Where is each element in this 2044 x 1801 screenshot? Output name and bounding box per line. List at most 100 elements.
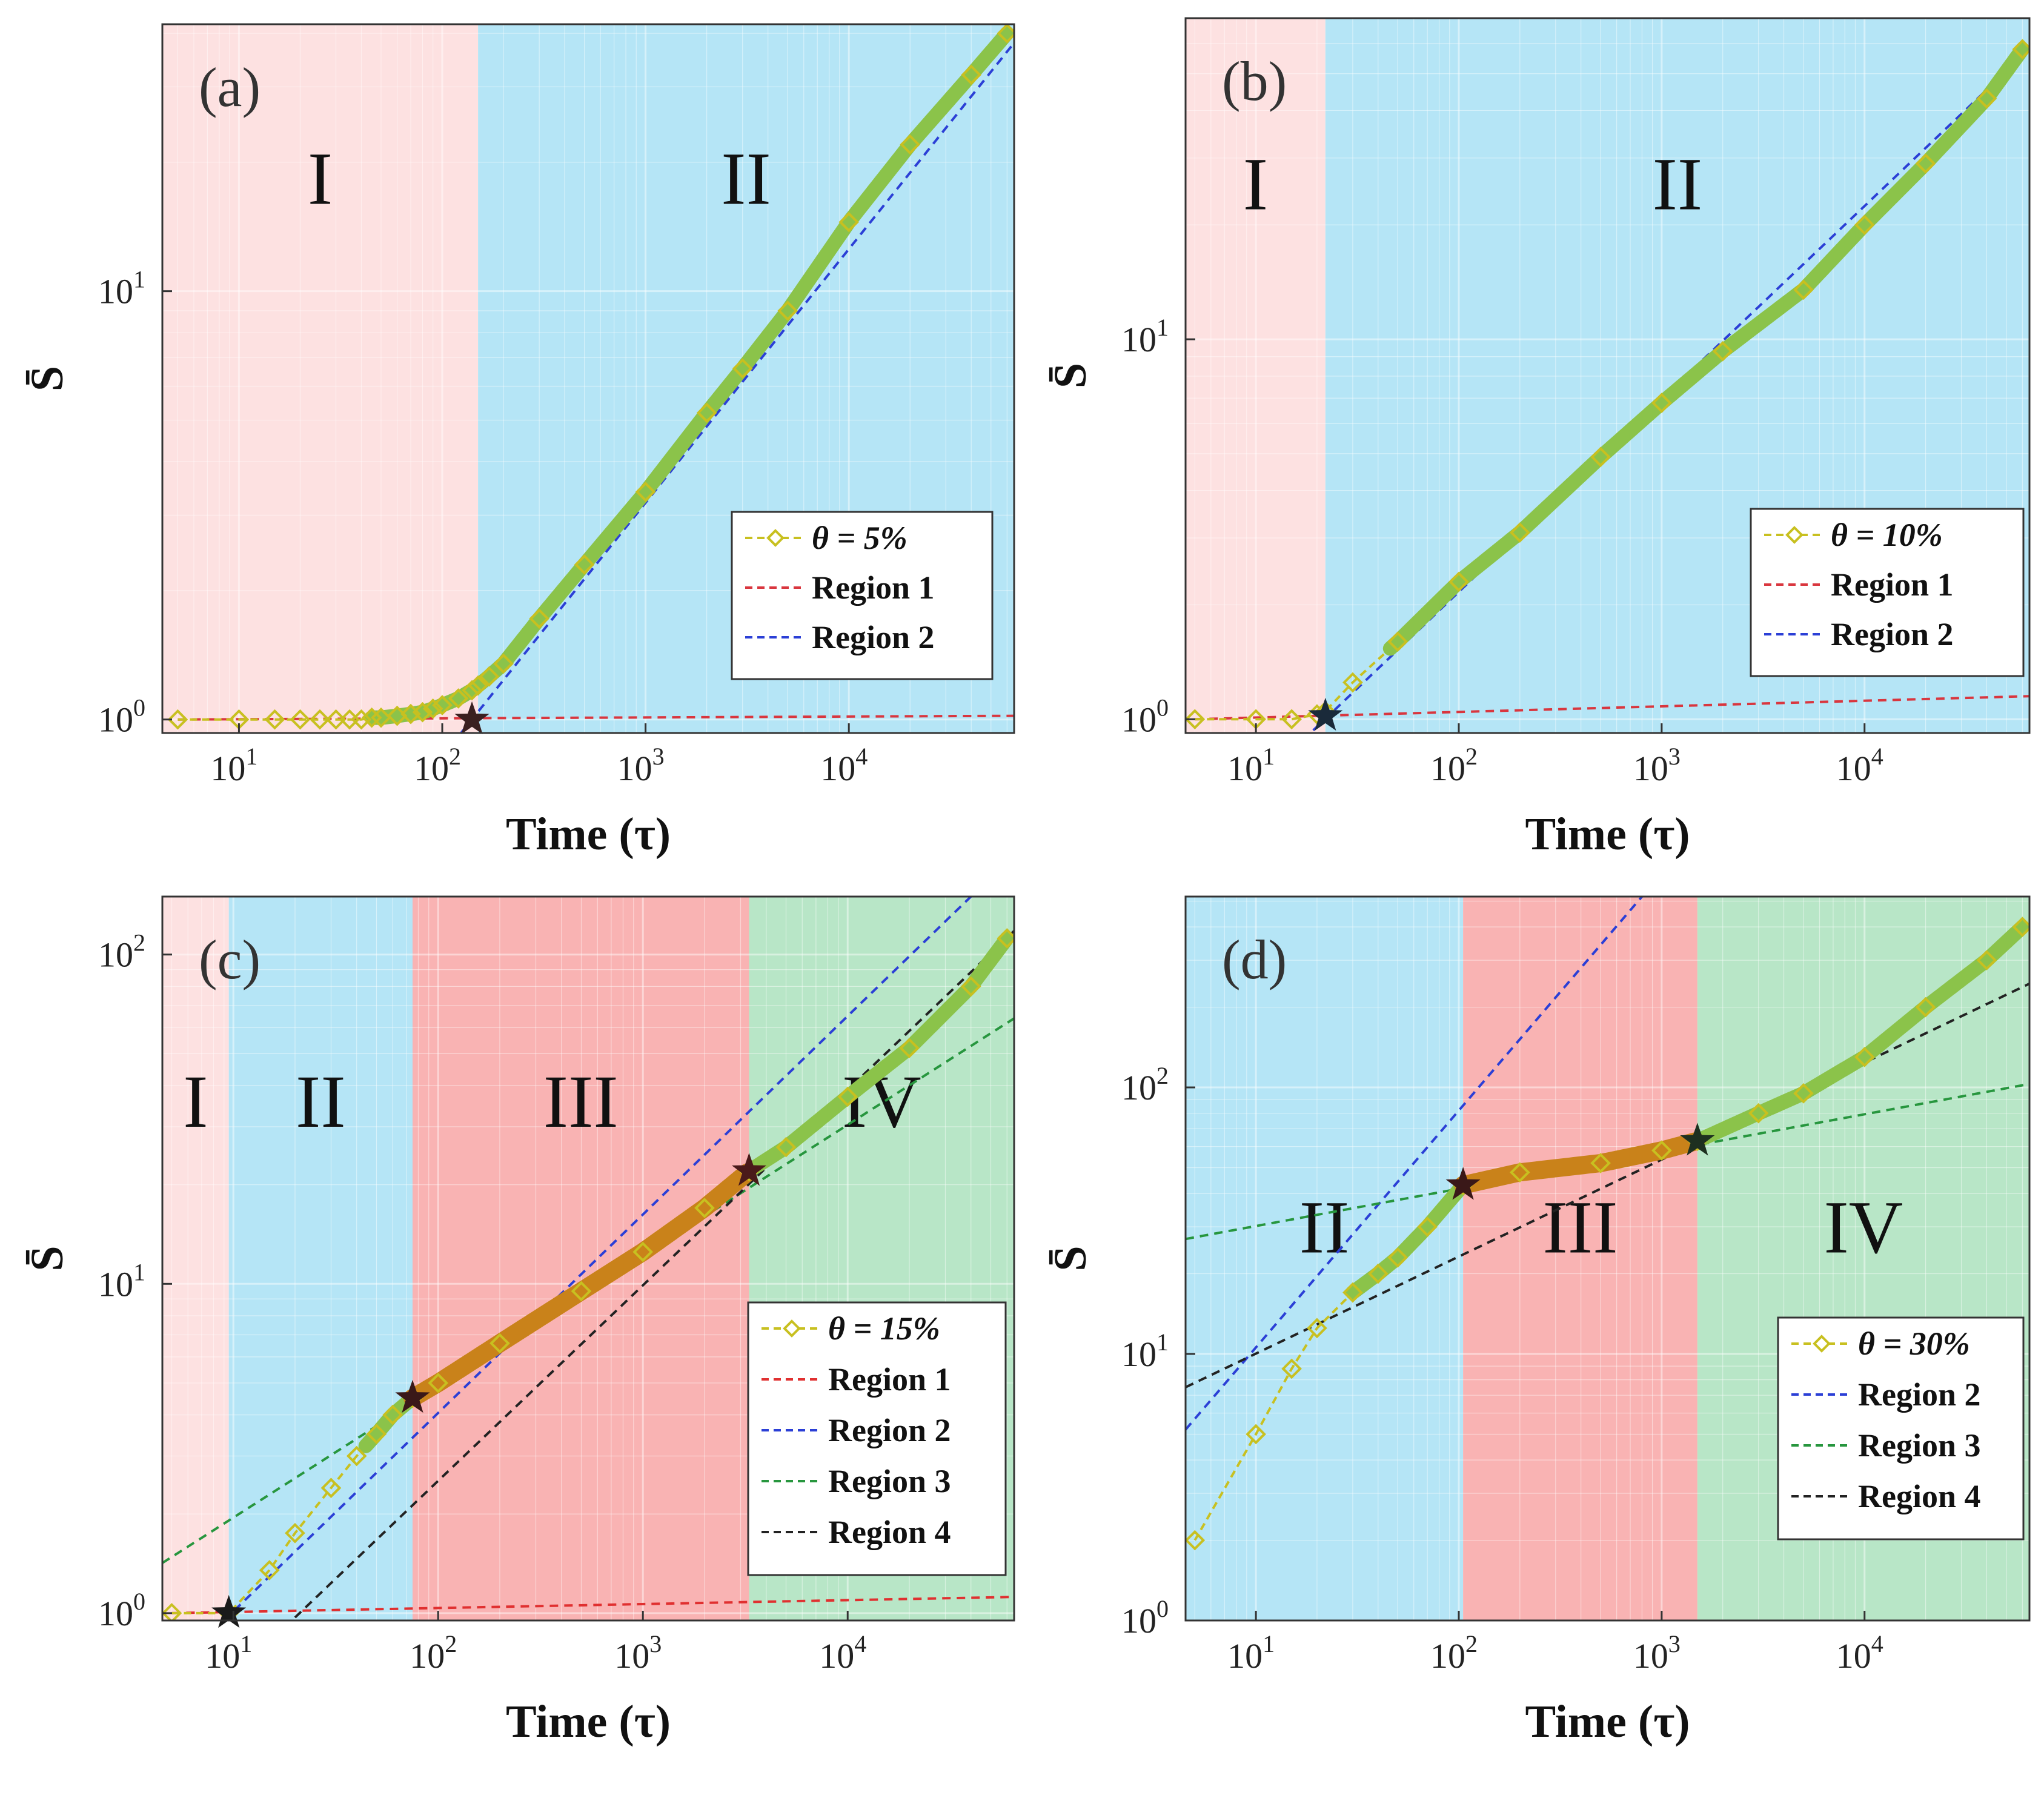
data-point-a	[290, 709, 311, 730]
region-c-ii-bg	[228, 897, 413, 1620]
data-point-c	[285, 1522, 305, 1544]
legend-marker-b	[1785, 526, 1803, 544]
data-point-d	[1387, 1247, 1409, 1268]
transition-star-c-2	[731, 1153, 767, 1186]
region-label-c-iii: III	[543, 1060, 619, 1143]
data-point-a	[493, 653, 514, 674]
data-point-d	[1509, 1162, 1530, 1183]
data-point-a	[462, 680, 482, 701]
data-point-c	[382, 1404, 403, 1425]
x-tick-label: 101	[1227, 743, 1275, 788]
x-axis-label-a: Time (τ)	[506, 809, 671, 860]
data-point-b	[1854, 214, 1875, 236]
axes-box-c	[161, 895, 1015, 1622]
data-point-d	[1590, 1153, 1611, 1173]
y-tick-label: 101	[98, 1258, 145, 1304]
data-point-b	[1793, 279, 1814, 300]
region-c-iii-bg	[412, 897, 749, 1620]
region-b-i-bg	[1186, 18, 1326, 733]
legend-label-c-3: Region 3	[828, 1463, 951, 1499]
region-d-iii-bg	[1463, 897, 1697, 1620]
data-point-a	[412, 701, 433, 723]
x-tick-label: 101	[210, 743, 257, 788]
plot-area-a	[167, 24, 1014, 733]
grid-c	[162, 897, 1014, 1620]
transition-star-a-0	[454, 701, 489, 734]
legend-a: θ = 5% Region 1 Region 2	[731, 511, 994, 680]
grid-d	[1186, 897, 2029, 1620]
legend-marker-d	[1813, 1335, 1831, 1353]
data-point-c	[775, 1136, 797, 1158]
data-point-a	[264, 709, 285, 730]
data-point-b	[2012, 39, 2029, 60]
legend-marker-c	[783, 1319, 801, 1338]
y-tick-label: 100	[98, 694, 145, 740]
transition-star-d-0	[1445, 1167, 1481, 1200]
data-point-d	[1246, 1424, 1266, 1445]
y-axis-label-d: S̄	[1045, 1245, 1096, 1271]
data-point-d	[1307, 1318, 1327, 1339]
data-point-c	[346, 1445, 367, 1467]
data-point-d	[1367, 1263, 1389, 1284]
data-point-a	[432, 695, 453, 715]
data-point-a	[371, 707, 391, 728]
data-point-c	[366, 1424, 387, 1444]
data-point-c	[320, 1478, 342, 1499]
data-point-c	[837, 1086, 858, 1107]
data-point-a	[422, 698, 443, 719]
x-tick-label: 103	[614, 1630, 662, 1676]
data-point-c	[960, 976, 981, 997]
data-point-a	[468, 675, 488, 696]
highlight-band-d-0	[1454, 1132, 1705, 1195]
panel-label-b: (b)	[1222, 50, 1287, 112]
x-tick-label: 101	[205, 1630, 252, 1676]
legend-label-c-2: Region 2	[828, 1412, 951, 1448]
x-tick-label: 104	[820, 743, 868, 788]
legend-label-d-0: θ = 30%	[1858, 1325, 1970, 1362]
data-point-d	[1417, 1216, 1438, 1237]
data-point-d	[1976, 950, 1997, 970]
data-point-b	[1915, 153, 1936, 174]
transition-star-c-1	[395, 1379, 430, 1413]
region-label-c-ii: II	[296, 1060, 346, 1143]
y-tick-label: 102	[98, 929, 145, 975]
y-tick-label: 101	[1121, 314, 1169, 359]
legend-marker-a	[766, 529, 785, 547]
panel-label-c: (c)	[199, 929, 260, 990]
legend-box-d	[1777, 1316, 2025, 1541]
data-point-d	[1793, 1083, 1814, 1104]
data-point-a	[479, 666, 500, 687]
x-tick-label: 103	[1633, 1630, 1681, 1676]
x-tick-label: 101	[1227, 1630, 1275, 1676]
data-point-a	[696, 402, 717, 423]
data-point-a	[997, 24, 1014, 44]
panel-label-a: (a)	[199, 56, 260, 118]
axes-box-a	[161, 23, 1015, 734]
data-point-c	[259, 1560, 280, 1580]
legend-label-d-1: Region 2	[1858, 1376, 1981, 1413]
x-tick-label: 104	[1836, 1630, 1883, 1676]
data-point-d	[1281, 1358, 1302, 1379]
x-tick-label: 102	[414, 743, 461, 788]
data-point-a	[838, 211, 860, 233]
region-label-b-i: I	[1243, 142, 1268, 225]
data-point-c	[162, 1603, 182, 1620]
plot-area-d	[1186, 897, 2029, 1551]
region-label-c-i: I	[183, 1060, 208, 1143]
legend-c: θ = 15% Region 1 Region 2 Region 3 Region 4	[747, 1301, 1007, 1576]
data-point-a	[635, 482, 656, 502]
panel-label-d: (d)	[1222, 929, 1287, 990]
x-axis-label-b: Time (τ)	[1525, 809, 1690, 860]
legend-b: θ = 10% Region 1 Region 2	[1750, 508, 2025, 677]
fit-line-a-region-2	[459, 42, 1014, 733]
legend-label-d-3: Region 4	[1858, 1478, 1981, 1514]
data-point-b	[1590, 446, 1611, 468]
legend-box-c	[747, 1301, 1007, 1576]
data-point-c	[489, 1333, 510, 1354]
axes-box-b	[1184, 17, 2031, 734]
region-c-i-bg	[162, 897, 229, 1620]
